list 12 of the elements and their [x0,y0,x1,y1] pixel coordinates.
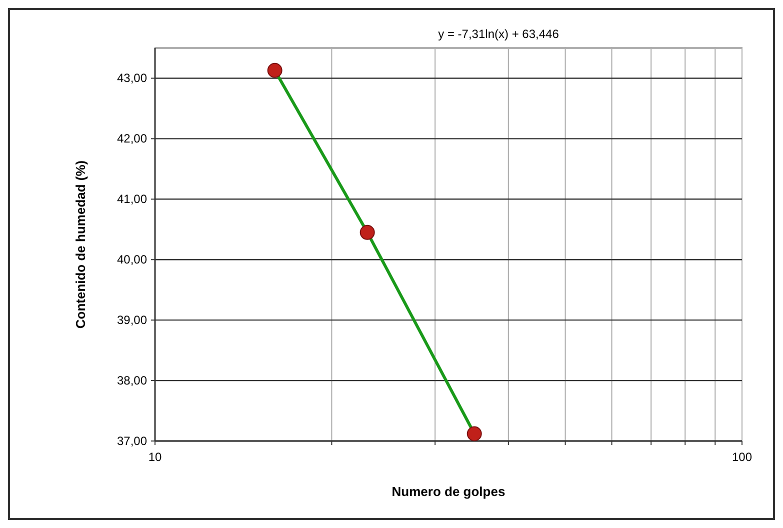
y-axis-title: Contenido de humedad (%) [73,160,88,329]
x-tick-label: 10 [148,450,162,464]
y-tick-label: 40,00 [116,252,148,267]
y-tick-label: 42,00 [116,132,148,146]
text: y = -7,31ln(x) + 63,446 [438,27,560,41]
y-tick-label: 37,00 [116,434,148,448]
y-tick-label: 38,00 [116,374,148,388]
x-tick-label: 100 [732,450,752,464]
x-axis-title: Numero de golpes [392,484,506,499]
y-tick-label: 41,00 [116,192,148,206]
y-tick-label: 39,00 [116,313,148,328]
y-tick-label: 43,00 [116,71,148,86]
